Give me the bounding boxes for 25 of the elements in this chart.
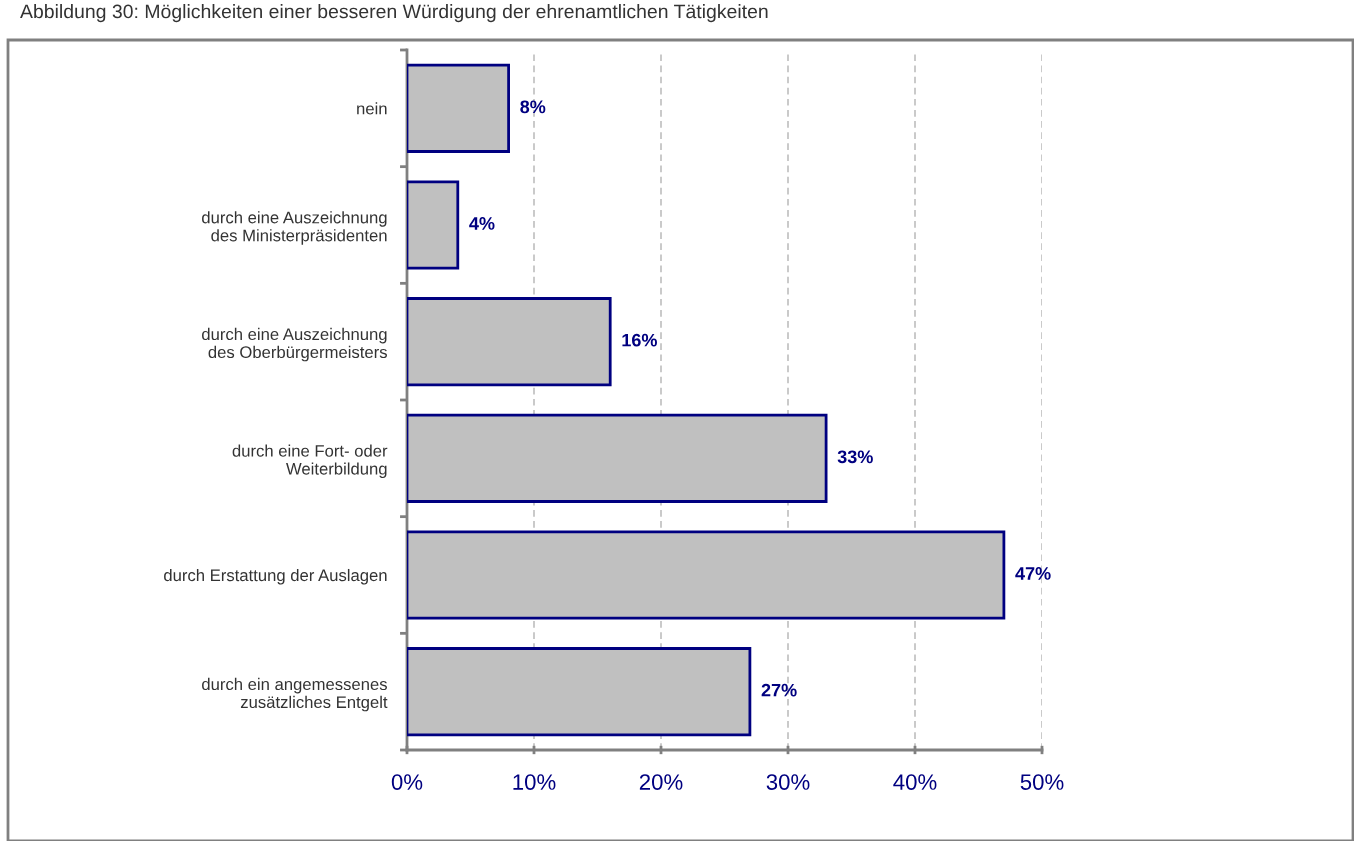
data-label: 33% bbox=[837, 450, 873, 464]
data-label: 8% bbox=[520, 100, 546, 114]
y-tick-label: durch eine Auszeichnung des Ministerpräsidenten bbox=[202, 211, 387, 245]
x-tick-label: 0% bbox=[391, 774, 423, 790]
data-label: 47% bbox=[1015, 567, 1051, 580]
x-tick-label: 50% bbox=[1020, 774, 1064, 790]
bar bbox=[407, 297, 612, 387]
x-tick-label: 10% bbox=[513, 774, 556, 790]
data-label: 4% bbox=[469, 217, 495, 230]
y-tick-label: nein bbox=[357, 102, 387, 115]
bar bbox=[407, 530, 1006, 620]
data-label: 27% bbox=[761, 683, 797, 697]
y-tick-label: durch eine Fort- oder Weiterbildung bbox=[232, 444, 388, 479]
y-tick-label: durch Erstattung der Auslagen bbox=[164, 568, 387, 585]
y-tick-label: durch ein angemessenes zusätzliches Entgelt bbox=[202, 677, 388, 712]
x-tick-label: 20% bbox=[639, 774, 683, 790]
data-label: 16% bbox=[622, 333, 657, 347]
chart-title: Abbildung 30: Möglichkeiten einer besseren Würdigung der ehrenamtlichen Tätigkeiten bbox=[20, 4, 768, 23]
bar bbox=[407, 180, 460, 270]
bar bbox=[407, 413, 828, 503]
bar bbox=[407, 647, 752, 737]
y-tick-label: durch eine Auszeichnung des Oberbürgermeisters bbox=[202, 327, 387, 362]
bar bbox=[407, 63, 510, 153]
x-tick-label: 30% bbox=[766, 774, 810, 790]
x-tick-label: 40% bbox=[893, 774, 937, 790]
